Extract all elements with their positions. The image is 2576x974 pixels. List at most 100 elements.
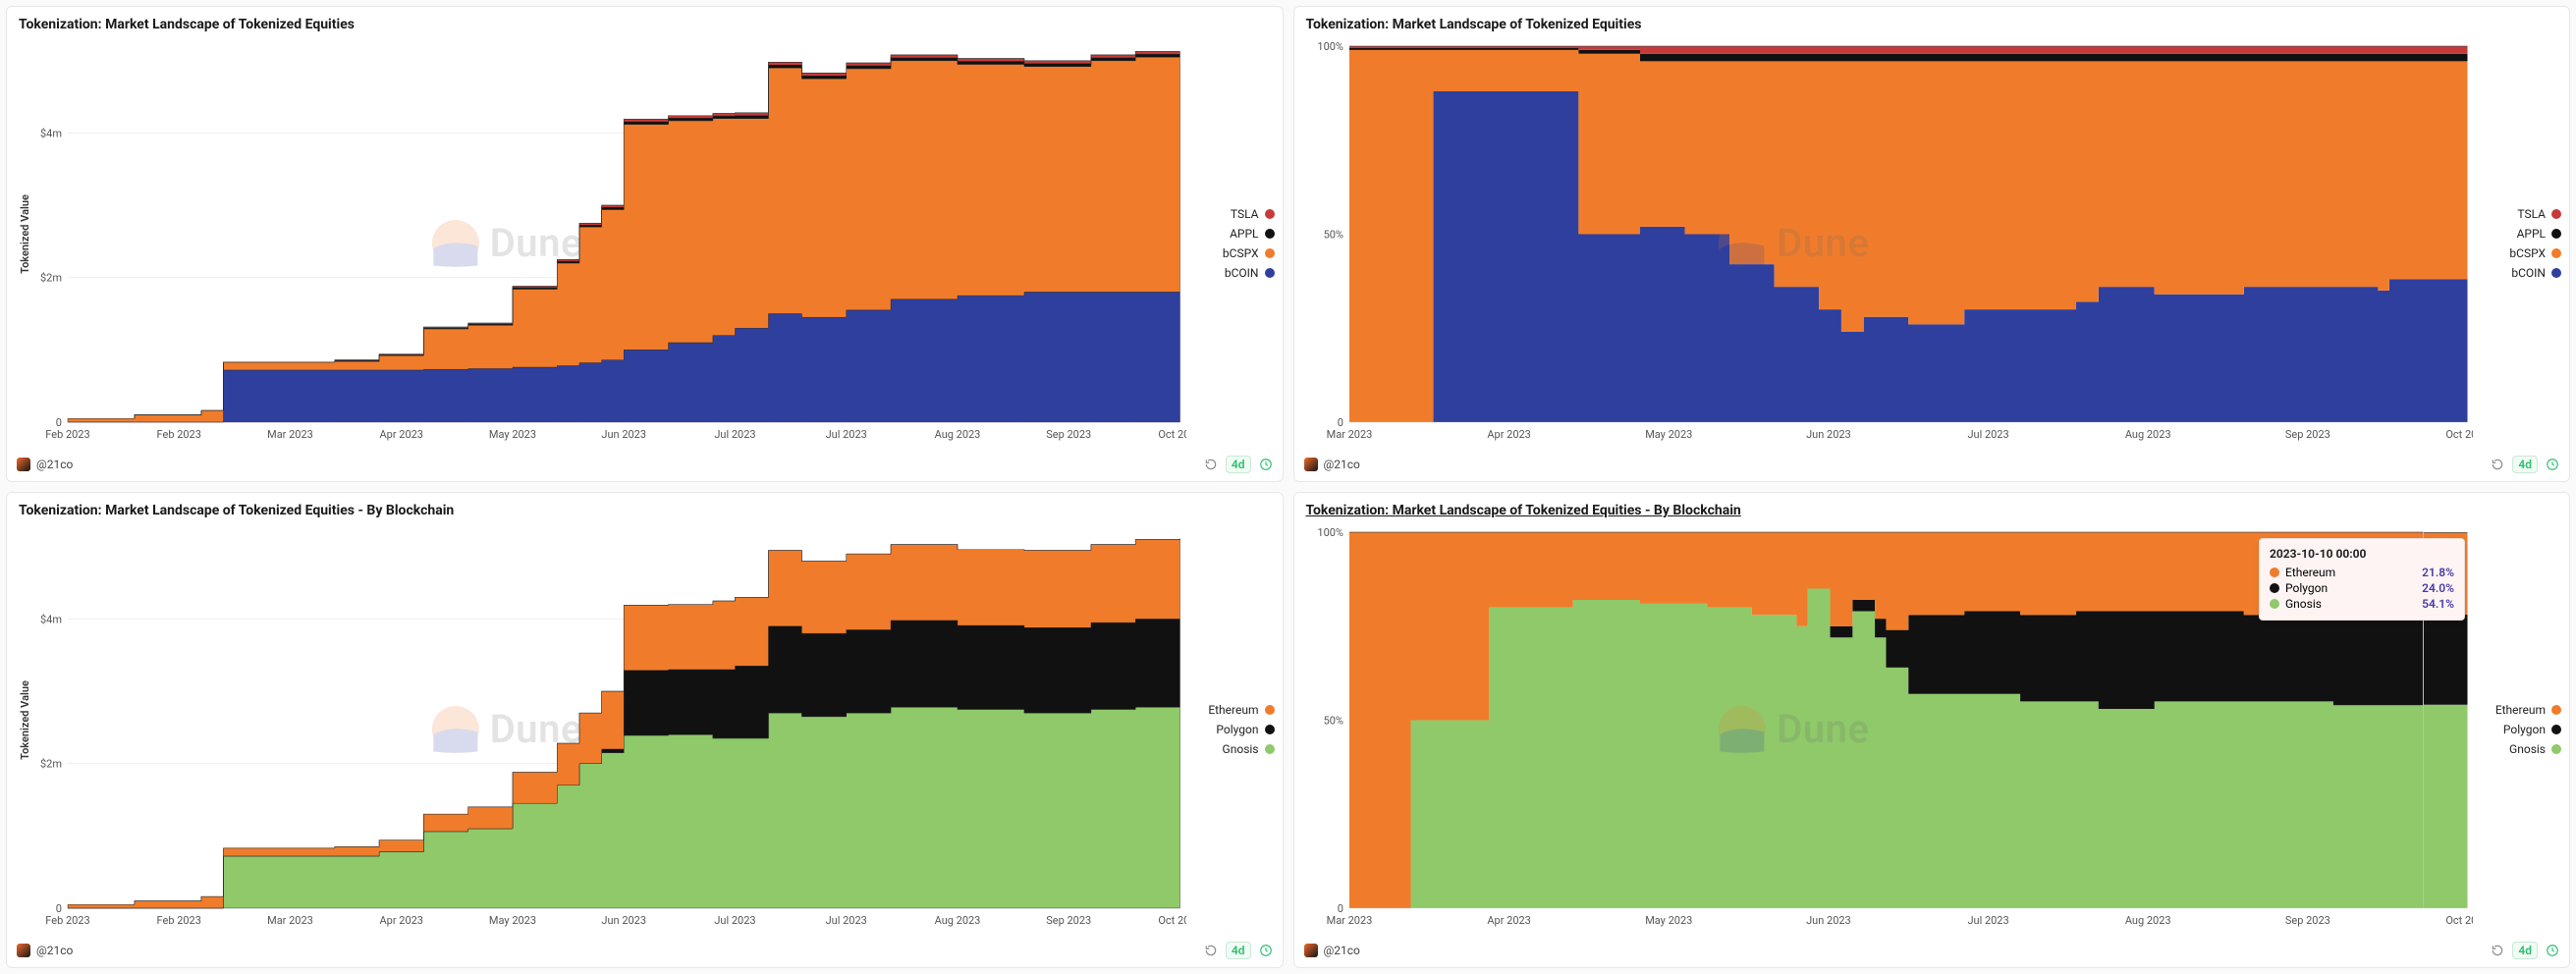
svg-text:Apr 2023: Apr 2023 <box>1487 428 1530 441</box>
chart-tooltip: 2023-10-10 00:00Ethereum21.8%Polygon24.0… <box>2259 538 2465 621</box>
svg-text:Sep 2023: Sep 2023 <box>1046 428 1091 441</box>
svg-text:Jun 2023: Jun 2023 <box>1806 428 1851 441</box>
svg-text:100%: 100% <box>1317 526 1343 539</box>
chart-area[interactable]: 0$2m$4mTokenized ValueFeb 2023Feb 2023Ma… <box>15 526 1186 932</box>
legend-swatch-icon <box>2551 209 2561 219</box>
svg-text:Jun 2023: Jun 2023 <box>1806 914 1851 927</box>
svg-text:May 2023: May 2023 <box>489 914 536 927</box>
panel-top-right: Tokenization: Market Landscape of Tokeni… <box>1293 6 2571 482</box>
svg-text:Mar 2023: Mar 2023 <box>1326 428 1372 441</box>
dashboard-grid: Tokenization: Market Landscape of Tokeni… <box>6 6 2570 968</box>
legend-swatch-icon <box>1265 744 1275 754</box>
age-badge: 4d <box>1226 456 1251 473</box>
age-badge: 4d <box>1226 942 1251 959</box>
svg-text:Sep 2023: Sep 2023 <box>1046 914 1091 927</box>
author-link[interactable]: @21co <box>1304 458 1360 471</box>
legend-swatch-icon <box>1265 705 1275 715</box>
legend-label: Gnosis <box>1223 742 1259 756</box>
svg-text:Mar 2023: Mar 2023 <box>1326 914 1372 927</box>
svg-text:May 2023: May 2023 <box>1645 428 1692 441</box>
chart-area[interactable]: 050%100%Mar 2023Apr 2023May 2023Jun 2023… <box>1302 40 2474 446</box>
legend-swatch-icon <box>2551 229 2561 239</box>
tooltip-series-label: Polygon <box>2285 581 2328 595</box>
author-handle: @21co <box>1324 944 1360 957</box>
legend: Ethereum Polygon Gnosis <box>1186 526 1275 932</box>
legend-swatch-icon <box>2551 268 2561 278</box>
svg-text:Sep 2023: Sep 2023 <box>2284 428 2329 441</box>
svg-text:Aug 2023: Aug 2023 <box>2124 428 2170 441</box>
clock-icon[interactable] <box>1259 944 1273 957</box>
age-badge: 4d <box>2512 456 2538 473</box>
panel-top-left: Tokenization: Market Landscape of Tokeni… <box>6 6 1284 482</box>
legend-item[interactable]: APPL <box>1196 227 1275 241</box>
author-handle: @21co <box>36 944 73 957</box>
legend-item[interactable]: Ethereum <box>2483 703 2561 717</box>
legend-swatch-icon <box>1265 248 1275 258</box>
tooltip-row: Gnosis 54.1% <box>2270 596 2454 612</box>
legend-swatch-icon <box>2551 725 2561 734</box>
svg-text:Jun 2023: Jun 2023 <box>601 428 646 441</box>
legend-swatch-icon <box>2551 744 2561 754</box>
legend-item[interactable]: TSLA <box>2483 207 2561 221</box>
legend-label: TSLA <box>2517 207 2546 221</box>
legend-item[interactable]: bCSPX <box>1196 246 1275 260</box>
tooltip-value: 21.8% <box>2422 566 2454 579</box>
legend-label: bCOIN <box>2511 266 2546 280</box>
tooltip-value: 54.1% <box>2422 597 2454 611</box>
svg-text:$2m: $2m <box>40 758 62 771</box>
panel-bottom-left: Tokenization: Market Landscape of Tokeni… <box>6 492 1284 968</box>
panel-title: Tokenization: Market Landscape of Tokeni… <box>7 7 1283 36</box>
legend-item[interactable]: Polygon <box>1196 723 1275 736</box>
legend-item[interactable]: bCOIN <box>2483 266 2561 280</box>
legend-label: bCSPX <box>2509 246 2546 260</box>
age-badge: 4d <box>2512 942 2538 959</box>
svg-text:Apr 2023: Apr 2023 <box>1487 914 1530 927</box>
chart-area[interactable]: 050%100%Mar 2023Apr 2023May 2023Jun 2023… <box>1302 526 2474 932</box>
svg-text:$2m: $2m <box>40 272 62 285</box>
legend-item[interactable]: Gnosis <box>2483 742 2561 756</box>
legend-label: APPL <box>2517 227 2546 241</box>
clock-icon[interactable] <box>2546 458 2559 471</box>
tooltip-series-label: Gnosis <box>2285 597 2322 611</box>
clock-icon[interactable] <box>1259 458 1273 471</box>
legend-item[interactable]: Ethereum <box>1196 703 1275 717</box>
svg-text:Mar 2023: Mar 2023 <box>267 428 313 441</box>
legend-item[interactable]: Polygon <box>2483 723 2561 736</box>
tooltip-swatch-icon <box>2270 599 2279 609</box>
svg-text:Oct 2023: Oct 2023 <box>1158 428 1185 441</box>
svg-text:Feb 2023: Feb 2023 <box>157 914 201 927</box>
author-link[interactable]: @21co <box>1304 944 1360 957</box>
chart-area[interactable]: 0$2m$4mTokenized ValueFeb 2023Feb 2023Ma… <box>15 40 1186 446</box>
author-avatar-icon <box>1304 458 1318 471</box>
legend-swatch-icon <box>1265 725 1275 734</box>
refresh-icon[interactable] <box>1204 458 1218 471</box>
clock-icon[interactable] <box>2546 944 2559 957</box>
svg-text:$4m: $4m <box>40 127 62 139</box>
svg-text:100%: 100% <box>1317 40 1343 53</box>
tooltip-title: 2023-10-10 00:00 <box>2270 547 2454 561</box>
legend-item[interactable]: Gnosis <box>1196 742 1275 756</box>
legend-swatch-icon <box>2551 248 2561 258</box>
svg-text:Oct 2023: Oct 2023 <box>2445 914 2473 927</box>
author-link[interactable]: @21co <box>17 458 73 471</box>
refresh-icon[interactable] <box>1204 944 1218 957</box>
legend-item[interactable]: APPL <box>2483 227 2561 241</box>
legend-item[interactable]: TSLA <box>1196 207 1275 221</box>
svg-text:Tokenized Value: Tokenized Value <box>19 680 31 760</box>
legend-label: TSLA <box>1231 207 1259 221</box>
author-link[interactable]: @21co <box>17 944 73 957</box>
legend: Ethereum Polygon Gnosis <box>2473 526 2561 932</box>
svg-text:Mar 2023: Mar 2023 <box>267 914 313 927</box>
svg-text:Aug 2023: Aug 2023 <box>935 914 981 927</box>
svg-text:Jun 2023: Jun 2023 <box>601 914 646 927</box>
refresh-icon[interactable] <box>2491 944 2504 957</box>
legend-label: Ethereum <box>2495 703 2546 717</box>
legend-swatch-icon <box>1265 268 1275 278</box>
legend-item[interactable]: bCOIN <box>1196 266 1275 280</box>
tooltip-series-label: Ethereum <box>2285 566 2335 579</box>
legend-label: Ethereum <box>1208 703 1258 717</box>
refresh-icon[interactable] <box>2491 458 2504 471</box>
legend-item[interactable]: bCSPX <box>2483 246 2561 260</box>
legend: TSLA APPL bCSPX bCOIN <box>1186 40 1275 446</box>
svg-text:Feb 2023: Feb 2023 <box>45 428 89 441</box>
